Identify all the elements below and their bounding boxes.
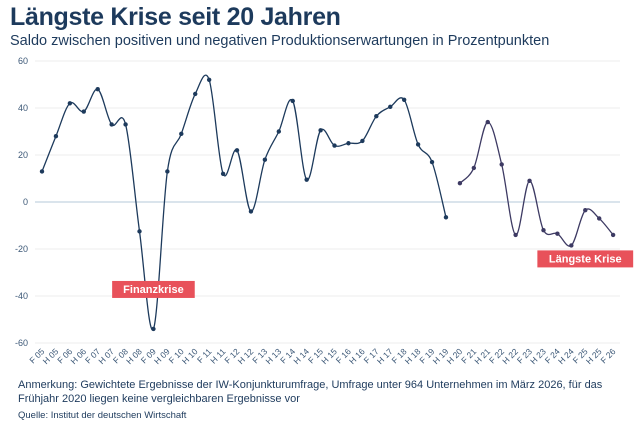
data-point: [513, 232, 518, 238]
data-point: [276, 129, 282, 134]
data-point: [485, 119, 490, 125]
data-point: [165, 169, 170, 174]
data-point: [123, 122, 128, 127]
data-point: [415, 142, 421, 147]
data-point: [53, 134, 59, 139]
data-point: [332, 143, 337, 148]
data-point: [443, 215, 449, 220]
data-point: [151, 326, 156, 332]
source-note: Quelle: Institut der deutschen Wirtschaf…: [18, 410, 187, 421]
data-point: [262, 157, 268, 162]
data-point: [610, 232, 616, 238]
y-tick-label: 20: [18, 150, 28, 160]
data-point: [67, 101, 73, 106]
data-point: [179, 131, 184, 137]
y-tick-label: 0: [23, 197, 28, 207]
data-point: [360, 138, 365, 144]
data-point: [220, 171, 226, 176]
y-tick-label: -60: [15, 338, 28, 348]
data-point: [193, 91, 198, 97]
data-point: [109, 122, 114, 127]
annotation-label: Finanzkrise: [123, 284, 184, 296]
data-point: [248, 209, 254, 214]
series-line-2: [459, 121, 614, 247]
data-point: [527, 178, 532, 184]
data-point: [457, 181, 463, 186]
data-point: [429, 159, 435, 165]
data-point: [206, 77, 212, 83]
y-tick-label: -40: [15, 291, 28, 301]
data-point: [304, 177, 309, 182]
footnote: Anmerkung: Gewichtete Ergebnisse der IW-…: [18, 379, 603, 405]
annotation-label: Längste Krise: [549, 253, 622, 265]
data-point: [346, 141, 351, 146]
y-tick-label: -20: [15, 244, 28, 254]
data-point: [541, 228, 546, 233]
data-point: [569, 243, 574, 248]
y-tick-label: 60: [18, 56, 28, 66]
data-point: [555, 231, 560, 236]
data-point: [388, 104, 393, 110]
data-point: [583, 208, 588, 213]
data-point: [95, 87, 100, 92]
data-point: [499, 162, 504, 167]
data-point: [318, 128, 323, 133]
y-tick-label: 40: [18, 103, 28, 113]
x-tick-label: F 26: [598, 346, 617, 365]
data-point: [290, 98, 295, 104]
chart-title: Längste Krise seit 20 Jahren: [10, 3, 341, 31]
data-point: [597, 216, 602, 221]
data-point: [234, 148, 240, 153]
data-point: [401, 97, 407, 102]
annotation-box: [537, 250, 634, 268]
data-point: [137, 229, 142, 234]
data-point: [471, 165, 477, 171]
data-point: [39, 169, 45, 174]
data-point: [374, 114, 379, 119]
data-point: [81, 109, 86, 114]
annotation-box: [112, 280, 195, 298]
chart-subtitle: Saldo zwischen positiven und negativen P…: [10, 33, 550, 49]
